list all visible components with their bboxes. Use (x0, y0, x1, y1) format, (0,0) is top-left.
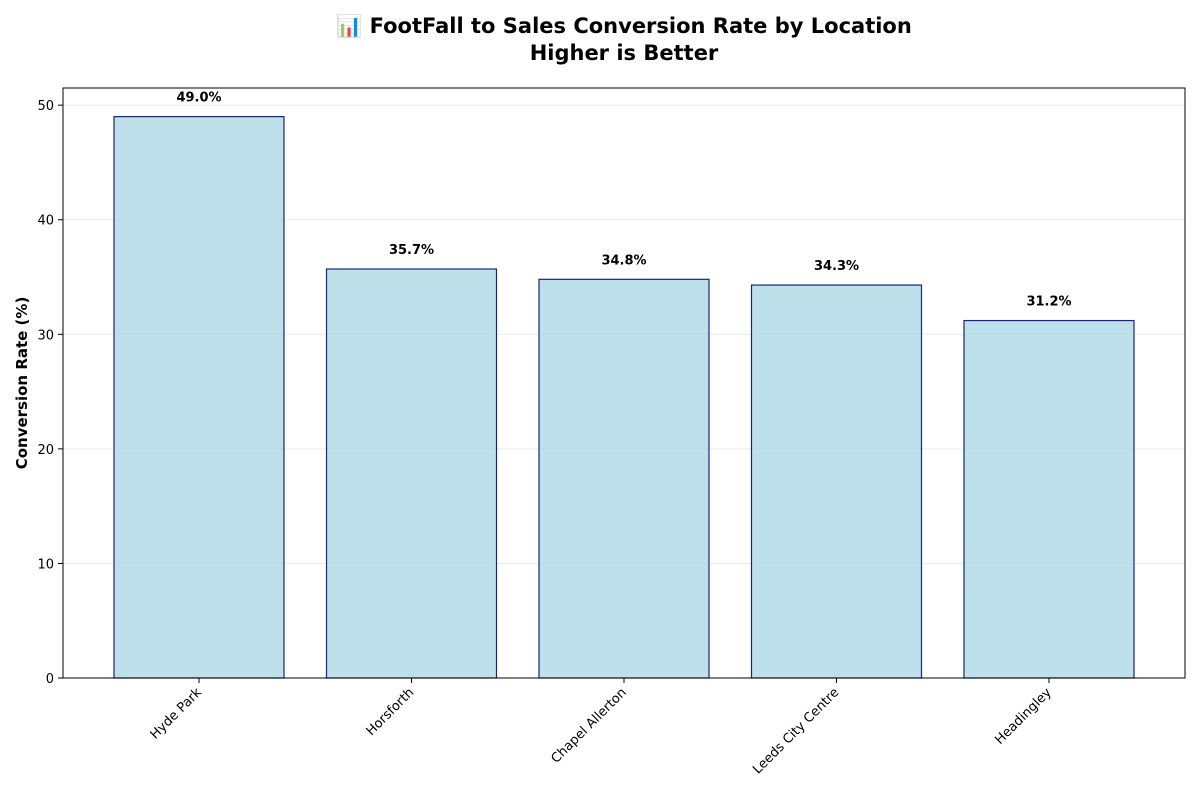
y-axis-ticks: 0 10 20 30 40 50 (37, 99, 63, 687)
bar-value-label: 34.8% (601, 253, 646, 268)
y-tick-label: 30 (37, 328, 54, 343)
bar-value-label: 34.3% (814, 259, 859, 274)
bar (325, 268, 498, 679)
x-tick-label: Chapel Allerton (548, 685, 629, 766)
bar-value-label: 49.0% (176, 91, 221, 106)
x-tick-label: Horsforth (364, 685, 418, 739)
y-tick-label: 40 (37, 214, 54, 229)
data-labels: 49.0% 35.7% 34.8% 34.3% 31.2% (176, 91, 1071, 310)
y-tick-label: 10 (37, 557, 54, 572)
chart-title: 📊 FootFall to Sales Conversion Rate by L… (336, 13, 912, 38)
bar (750, 284, 923, 679)
y-tick-label: 0 (46, 672, 54, 687)
bar (113, 116, 285, 679)
x-axis-ticks: Hyde Park Horsforth Chapel Allerton Leeds C… (148, 678, 1055, 777)
x-tick-label: Leeds City Centre (750, 685, 842, 777)
bar (963, 319, 1135, 679)
bar (538, 278, 710, 679)
y-axis-label: Conversion Rate (%) (13, 297, 31, 470)
bar-value-label: 35.7% (389, 243, 434, 258)
y-tick-label: 20 (37, 443, 54, 458)
x-tick-label: Headingley (992, 685, 1055, 748)
chart-subtitle: Higher is Better (530, 41, 719, 65)
y-tick-label: 50 (37, 99, 54, 114)
bar-value-label: 31.2% (1026, 295, 1071, 310)
x-tick-label: Hyde Park (148, 685, 206, 743)
bars (113, 116, 1135, 679)
